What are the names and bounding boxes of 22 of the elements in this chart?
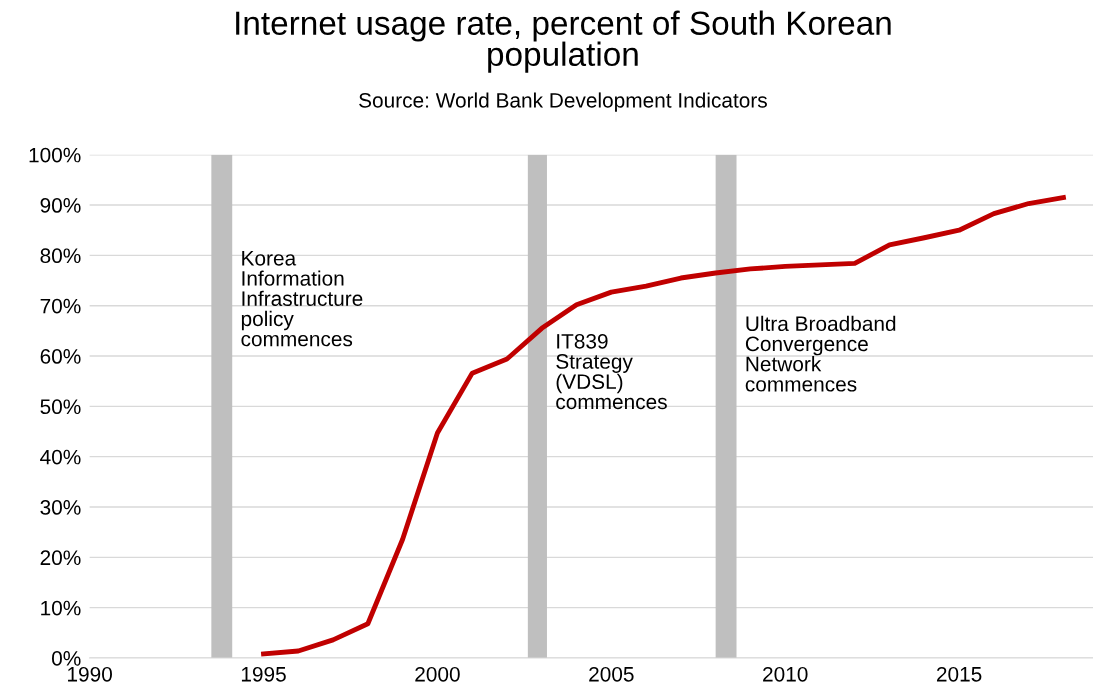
x-tick-label: 1990 (68, 666, 112, 682)
chart-subtitle: Source: World Bank Development Indicators (359, 92, 767, 112)
x-tick-label: 2000 (415, 666, 460, 682)
y-tick-label: 10% (41, 600, 81, 616)
y-tick-label: 40% (40, 449, 81, 465)
y-tick-label: 0% (52, 651, 81, 666)
y-tick-label: 50% (40, 399, 81, 415)
x-tick-label: 2010 (763, 666, 808, 682)
y-tick-label: 20% (40, 550, 81, 566)
y-tick-label: 100% (29, 147, 81, 163)
band-label: Korea Information Infrastructure policy commences (241, 251, 363, 347)
x-tick-label: 2005 (589, 666, 634, 682)
y-tick-label: 70% (40, 298, 81, 314)
y-tick-label: 30% (40, 500, 81, 515)
chart-title: Internet usage rate, percent of South Korean population (236, 10, 891, 73)
y-tick-label: 90% (40, 198, 81, 213)
x-tick-label: 2015 (936, 666, 982, 682)
y-tick-label: 80% (40, 248, 81, 264)
band-label: Ultra Broadband Convergence Network commences (745, 315, 896, 392)
x-tick-label: 1995 (241, 666, 286, 682)
band-label: IT839 Strategy (VDSL) commences (556, 333, 667, 410)
y-tick-label: 60% (40, 349, 81, 364)
